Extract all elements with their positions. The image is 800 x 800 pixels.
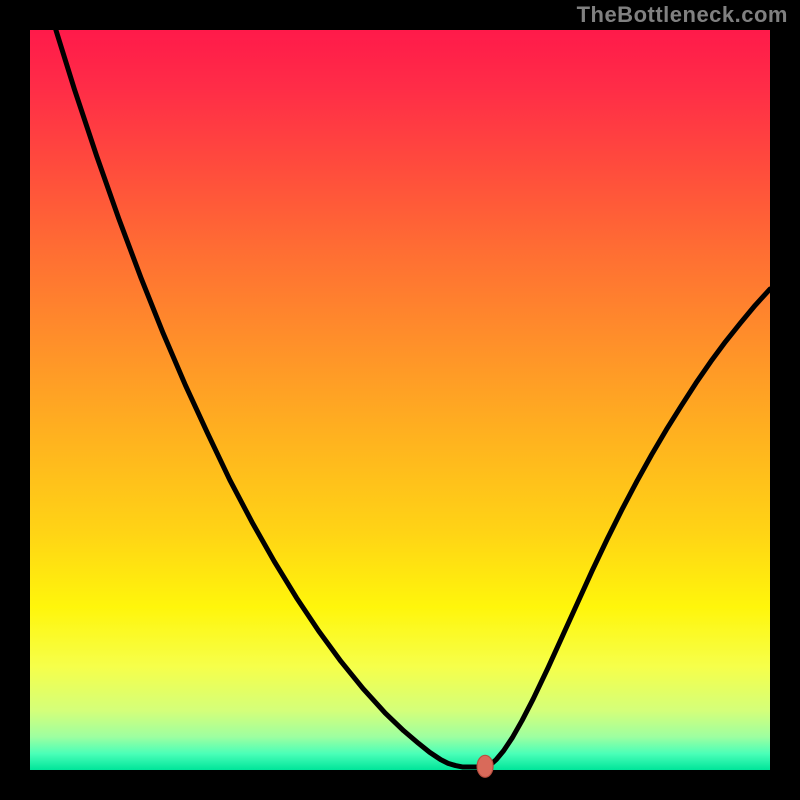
bottleneck-curve-chart: [0, 0, 800, 800]
plot-background: [30, 30, 770, 770]
chart-container: TheBottleneck.com: [0, 0, 800, 800]
watermark-label: TheBottleneck.com: [577, 2, 788, 28]
optimal-point-marker: [477, 755, 493, 777]
